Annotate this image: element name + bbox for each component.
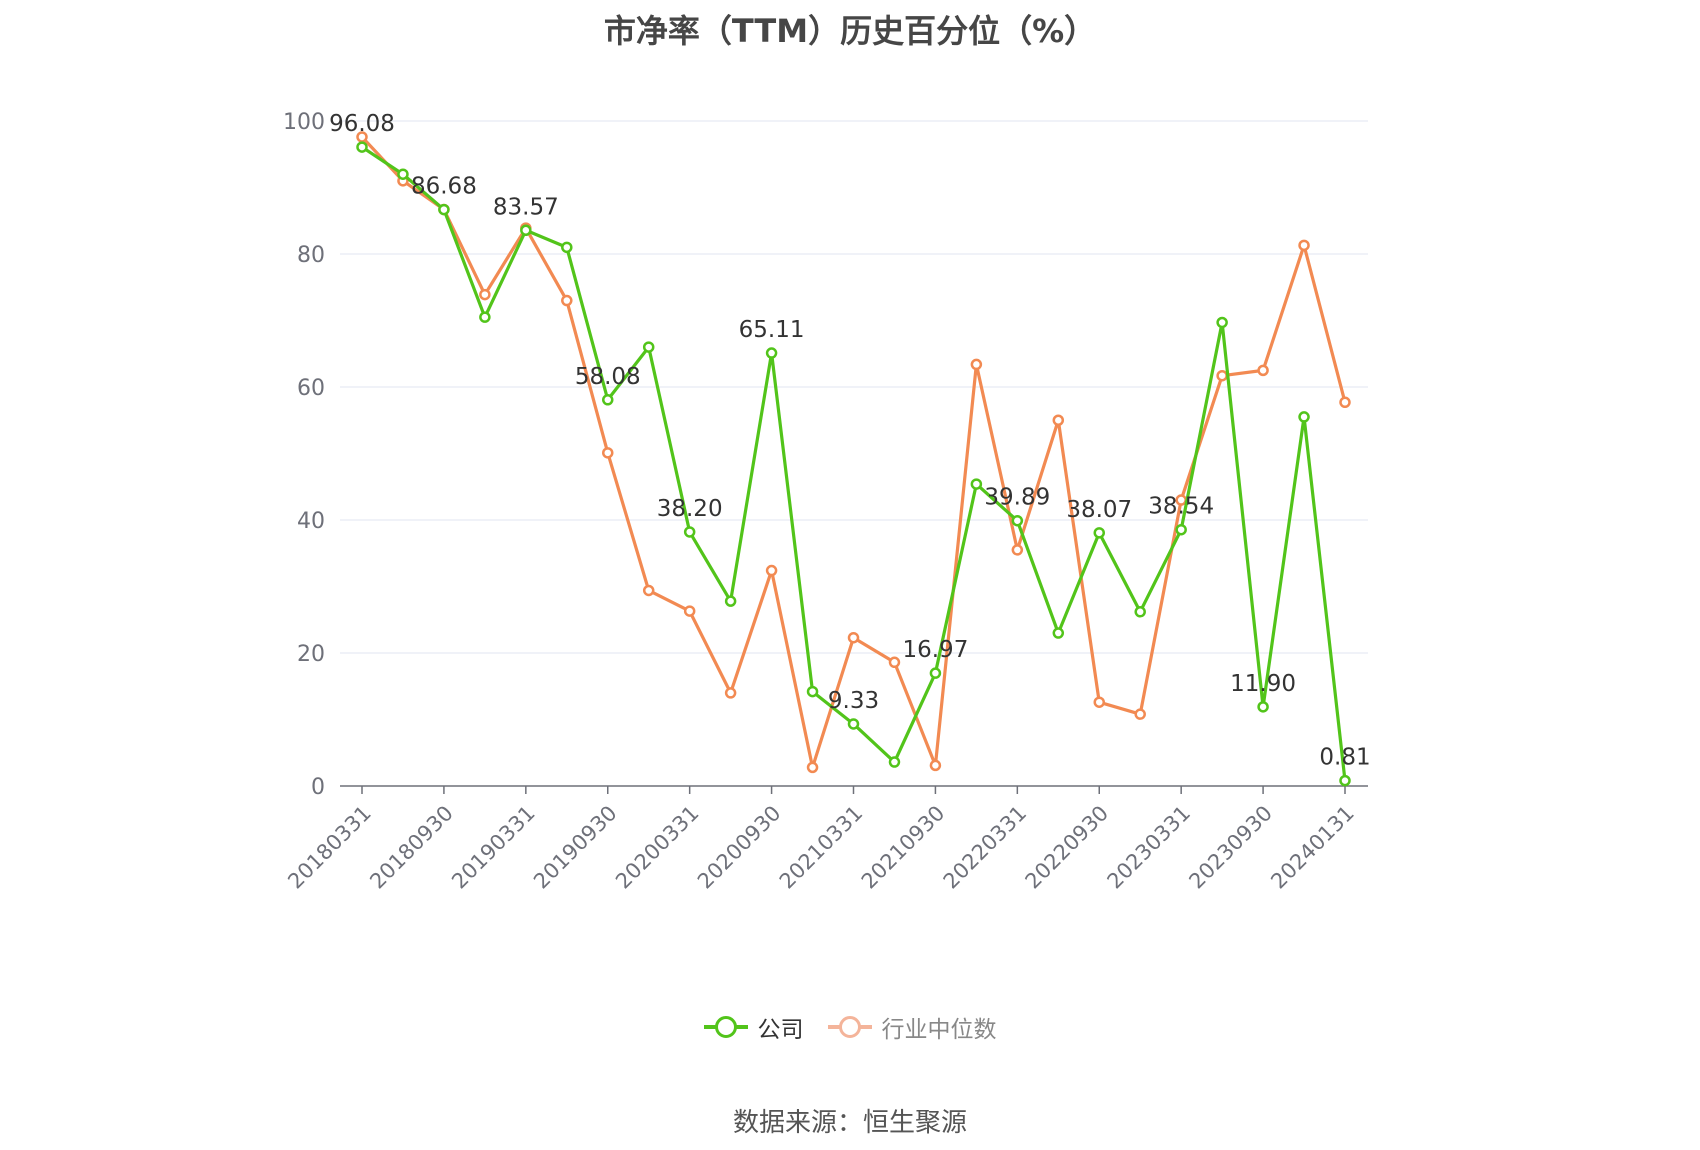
- data-label-company-12: 9.33: [828, 688, 879, 714]
- y-tick-label-80: 80: [297, 243, 325, 268]
- legend-item-industry[interactable]: 行业中位数: [827, 1010, 997, 1044]
- data-label-company-2: 86.68: [411, 174, 477, 200]
- y-tick-label-100: 100: [283, 110, 325, 135]
- point-industry-16: [1011, 544, 1024, 556]
- data-label-company-24: 0.81: [1319, 745, 1370, 771]
- point-company-17: [1052, 627, 1065, 639]
- point-company-5: [561, 241, 573, 254]
- point-company-4: [520, 224, 532, 237]
- chart-title: 市净率（TTM）历史百分位（%）: [603, 12, 1097, 50]
- point-company-19: [1134, 606, 1146, 618]
- point-industry-15: [970, 358, 983, 371]
- data-label-company-10: 65.11: [739, 317, 805, 343]
- point-company-18: [1093, 527, 1105, 539]
- point-company-1: [397, 168, 409, 180]
- x-tick-label-2: 20190331: [447, 801, 540, 894]
- x-tick-label-1: 20180930: [365, 801, 458, 894]
- point-industry-18: [1093, 696, 1105, 708]
- point-company-23: [1298, 411, 1310, 423]
- label-layer: 96.08 86.68 83.57 58.08 38.20 65.11 9.33 16.97 3…: [329, 111, 1371, 771]
- legend: 公司 行业中位数: [0, 1010, 1700, 1044]
- point-industry-12: [847, 631, 860, 644]
- legend-swatch-industry: [827, 1015, 872, 1039]
- data-label-company-4: 83.57: [493, 194, 559, 220]
- point-company-10: [765, 347, 778, 359]
- data-label-company-16: 39.89: [984, 485, 1050, 511]
- point-industry-7: [642, 584, 655, 597]
- series-layer: [356, 131, 1351, 787]
- legend-label-industry: 行业中位数: [881, 1017, 997, 1043]
- y-tick-label-40: 40: [297, 509, 325, 534]
- point-company-12: [847, 718, 860, 730]
- x-tick-label-3: 20190930: [529, 801, 622, 894]
- point-industry-23: [1298, 239, 1310, 252]
- line-chart: 0 20 40 60 80 100 2018033120180930201903312019…: [283, 110, 1371, 894]
- x-tick-label-10: 20230331: [1103, 801, 1196, 894]
- legend-swatch-company: [703, 1015, 748, 1039]
- point-industry-5: [561, 294, 573, 307]
- point-company-3: [479, 311, 491, 323]
- x-tick-label-8: 20220331: [939, 801, 1032, 894]
- point-industry-8: [683, 605, 696, 617]
- point-industry-17: [1052, 414, 1065, 426]
- point-industry-21: [1216, 369, 1228, 382]
- series-line-company: [361, 145, 1347, 781]
- point-company-11: [806, 685, 819, 698]
- y-tick-label-20: 20: [297, 642, 325, 667]
- point-company-6: [602, 394, 614, 406]
- point-industry-19: [1134, 708, 1146, 720]
- point-company-21: [1216, 316, 1228, 329]
- point-company-15: [970, 478, 983, 490]
- x-tick-label-0: 20180331: [283, 801, 376, 894]
- point-company-20: [1175, 523, 1187, 536]
- point-company-8: [683, 526, 696, 538]
- point-company-16: [1011, 514, 1024, 527]
- y-tick-label-0: 0: [311, 775, 325, 800]
- source-note: 数据来源：恒生聚源: [732, 1108, 967, 1138]
- point-company-24: [1339, 774, 1351, 787]
- data-label-company-18: 38.07: [1066, 497, 1132, 523]
- x-tick-label-6: 20210331: [775, 801, 868, 894]
- point-company-7: [642, 341, 655, 353]
- point-industry-13: [888, 656, 901, 669]
- point-industry-14: [929, 759, 942, 772]
- x-tick-label-4: 20200331: [611, 801, 704, 894]
- x-tick-label-9: 20220930: [1021, 801, 1114, 894]
- point-industry-6: [602, 447, 614, 459]
- data-label-company-6: 58.08: [575, 364, 641, 390]
- legend-item-company[interactable]: 公司: [703, 1010, 804, 1044]
- point-company-2: [438, 203, 450, 216]
- point-industry-9: [724, 687, 737, 699]
- point-industry-24: [1339, 396, 1351, 409]
- x-tick-label-11: 20230930: [1184, 801, 1277, 894]
- x-tick-label-12: 20240131: [1266, 801, 1359, 894]
- point-company-14: [929, 667, 942, 679]
- x-tick-label-7: 20210930: [857, 801, 950, 894]
- point-company-22: [1257, 701, 1269, 713]
- data-label-company-22: 11.90: [1230, 671, 1296, 697]
- point-company-0: [356, 141, 368, 153]
- legend-label-company: 公司: [757, 1017, 804, 1043]
- data-label-company-0: 96.08: [329, 111, 395, 137]
- point-industry-22: [1257, 364, 1269, 377]
- x-tick-label-5: 20200930: [693, 801, 786, 894]
- data-label-company-20: 38.54: [1148, 494, 1214, 520]
- point-industry-10: [765, 564, 778, 577]
- point-industry-11: [806, 761, 819, 774]
- point-industry-3: [479, 288, 491, 301]
- data-label-company-8: 38.20: [657, 496, 723, 522]
- point-company-9: [724, 595, 737, 607]
- y-tick-label-60: 60: [297, 376, 325, 401]
- point-company-13: [888, 756, 901, 768]
- data-label-company-14: 16.97: [902, 637, 968, 663]
